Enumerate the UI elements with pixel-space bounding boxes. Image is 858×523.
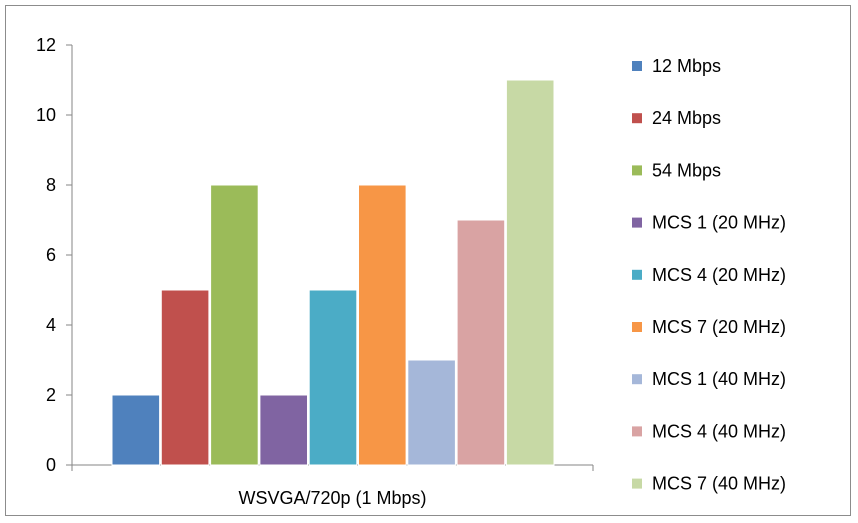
legend-label: MCS 4 (20 MHz) bbox=[652, 265, 786, 285]
y-tick-label: 0 bbox=[46, 455, 56, 475]
y-tick-label: 10 bbox=[36, 105, 56, 125]
legend-label: MCS 1 (40 MHz) bbox=[652, 369, 786, 389]
legend-swatch bbox=[632, 269, 642, 280]
legend-swatch bbox=[632, 61, 642, 71]
legend-label: 54 Mbps bbox=[652, 160, 721, 180]
legend-label: MCS 1 (20 MHz) bbox=[652, 213, 786, 233]
legend-label: MCS 7 (40 MHz) bbox=[652, 474, 786, 494]
y-axis-ticks: 0 2 4 6 8 10 12 bbox=[36, 35, 72, 475]
legend-label: 12 Mbps bbox=[652, 56, 721, 76]
legend-swatch bbox=[632, 322, 642, 332]
y-tick-label: 6 bbox=[46, 245, 56, 265]
y-tick-label: 12 bbox=[36, 35, 56, 55]
bars bbox=[111, 79, 555, 466]
bar-12-mbps bbox=[111, 394, 161, 466]
legend-label: MCS 4 (40 MHz) bbox=[652, 421, 786, 441]
y-tick-label: 8 bbox=[46, 175, 56, 195]
bar-mcs-4-20-mhz bbox=[308, 289, 358, 466]
bar-mcs-7-20-mhz bbox=[358, 184, 407, 466]
bar-24-mbps bbox=[160, 289, 210, 466]
bar-mcs-1-20-mhz bbox=[259, 394, 308, 466]
bar-mcs-1-40-mhz bbox=[407, 359, 456, 466]
legend-swatch bbox=[632, 374, 642, 385]
x-category-label: WSVGA/720p (1 Mbps) bbox=[238, 488, 426, 508]
legend-label: 24 Mbps bbox=[652, 108, 721, 128]
legend-swatch bbox=[632, 113, 642, 124]
legend-swatch bbox=[632, 165, 642, 176]
legend-swatch bbox=[632, 217, 642, 228]
bar-54-mbps bbox=[210, 184, 259, 466]
legend-swatch bbox=[632, 426, 642, 437]
legend: 12 Mbps 24 Mbps 54 Mbps MCS 1 (20 MHz) MCS 4… bbox=[632, 56, 786, 494]
y-tick-label: 4 bbox=[46, 315, 56, 335]
bar-mcs-4-40-mhz bbox=[456, 219, 506, 466]
legend-label: MCS 7 (20 MHz) bbox=[652, 317, 786, 337]
bar-mcs-7-40-mhz bbox=[505, 79, 555, 466]
legend-swatch bbox=[632, 478, 642, 489]
y-tick-label: 2 bbox=[46, 385, 56, 405]
